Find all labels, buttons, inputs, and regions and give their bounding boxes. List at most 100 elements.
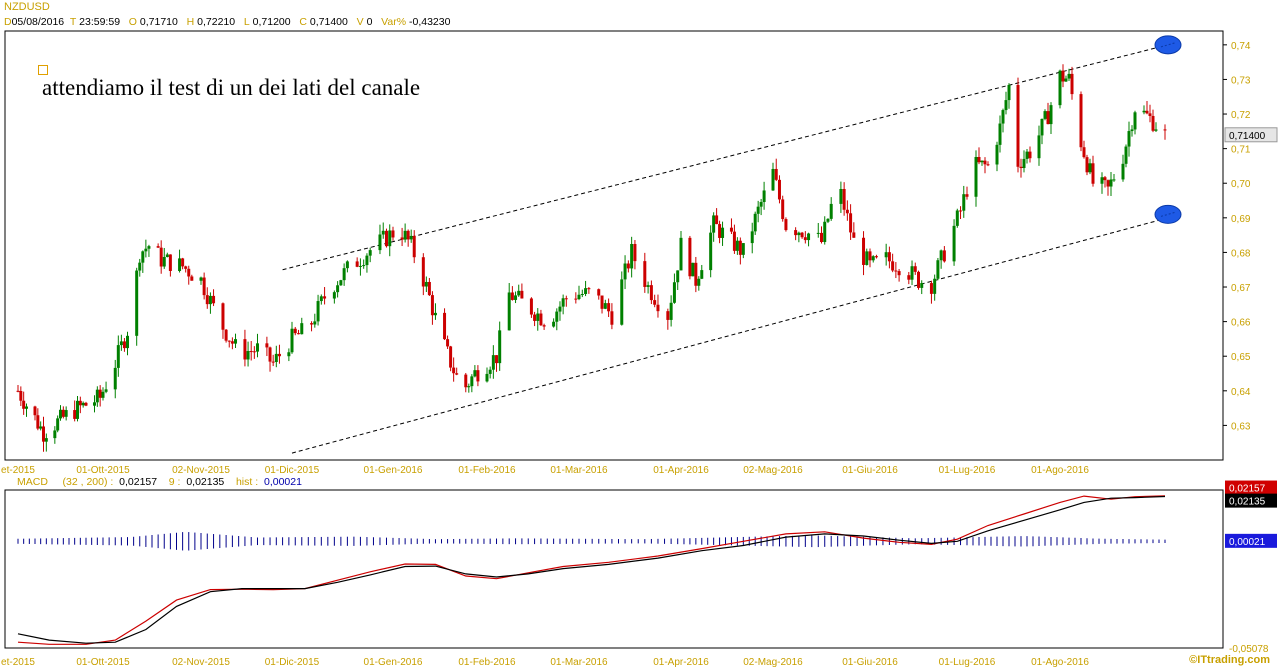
candle-down — [406, 230, 410, 240]
candle-up — [955, 210, 959, 226]
candle-down — [774, 168, 778, 180]
ohlc-key: C — [299, 16, 307, 28]
candle-down — [230, 341, 234, 344]
candle-up — [974, 156, 978, 197]
candle-up — [735, 240, 739, 251]
candle-down — [187, 268, 191, 277]
candle-up — [558, 306, 562, 312]
candle-up — [1127, 131, 1131, 147]
candle-down — [913, 266, 917, 272]
candle-up — [1040, 118, 1044, 136]
ohlc-value: 0,71400 — [309, 16, 348, 28]
y-tick-label: 0,65 — [1231, 352, 1251, 363]
candle-up — [980, 160, 984, 163]
macd-name: MACD — [17, 476, 48, 488]
candle-up — [865, 251, 869, 265]
ohlc-value: 23:59:59 — [79, 16, 121, 28]
candle-down — [510, 292, 514, 300]
ohlc-key: D — [4, 16, 12, 28]
candle-down — [464, 374, 468, 388]
candle-down — [221, 303, 225, 330]
candle-up — [1004, 100, 1008, 111]
macd-readout: MACD (32 , 200) : 0,02157 9 : 0,02135 hi… — [17, 476, 302, 488]
candle-down — [476, 370, 480, 382]
macd-line — [17, 495, 1166, 644]
candle-up — [488, 369, 492, 374]
price-plot-frame — [4, 30, 1224, 461]
candle-up — [1007, 84, 1011, 101]
candle-up — [104, 389, 108, 392]
candle-up — [147, 246, 151, 249]
candle-up — [388, 230, 392, 247]
candle-down — [1151, 115, 1155, 131]
candle-down — [205, 295, 209, 305]
candle-down — [959, 210, 963, 212]
chart-annotation[interactable]: attendiamo il test di un dei lati del ca… — [42, 75, 421, 100]
candle-down — [649, 285, 653, 301]
candle-down — [412, 235, 416, 258]
candle-down — [597, 289, 601, 296]
candle-down — [800, 232, 804, 238]
candle-up — [741, 243, 745, 255]
candle-down — [190, 276, 194, 281]
candle-down — [122, 341, 126, 349]
x-tick-label: 01-Dic-2015 — [265, 465, 320, 476]
candle-down — [1082, 147, 1086, 158]
candle-up — [424, 281, 428, 287]
candle-down — [849, 213, 853, 233]
candle-up — [1049, 105, 1053, 125]
candle-up — [1022, 158, 1026, 169]
candle-down — [400, 237, 404, 240]
x-tick-label: 01-Giu-2016 — [842, 657, 898, 668]
candle-up — [162, 256, 166, 267]
candle-down — [729, 227, 733, 232]
candle-up — [1124, 146, 1128, 164]
candle-up — [1067, 73, 1071, 79]
candle-down — [520, 290, 524, 299]
macd-plot-frame — [4, 489, 1224, 649]
x-tick-label: 01-Ago-2016 — [1031, 657, 1089, 668]
candle-up — [39, 426, 43, 429]
ohlc-value: 0 — [366, 16, 373, 28]
candle-up — [208, 295, 212, 305]
candle-up — [691, 262, 695, 277]
candle-down — [929, 283, 933, 294]
candle-up — [470, 376, 474, 387]
candle-down — [874, 256, 878, 258]
candle-down — [633, 243, 637, 262]
candle-up — [316, 301, 320, 322]
candle-up — [998, 123, 1002, 145]
candle-down — [384, 230, 388, 247]
candle-up — [1064, 78, 1068, 82]
candle-down — [942, 250, 946, 262]
candle-down — [718, 224, 722, 238]
candle-up — [1088, 163, 1092, 173]
x-tick-label: 01-Ago-2016 — [1031, 465, 1089, 476]
candle-down — [574, 298, 578, 300]
candle-down — [820, 232, 823, 243]
candle-up — [1100, 177, 1104, 184]
ohlc-key: H — [186, 16, 195, 28]
candle-up — [712, 215, 716, 233]
candle-up — [679, 237, 683, 271]
candle-up — [491, 355, 495, 370]
candle-down — [587, 288, 591, 290]
x-tick-label: 02-Nov-2015 — [172, 657, 230, 668]
candle-up — [141, 251, 145, 263]
candle-down — [539, 313, 543, 326]
candle-down — [449, 346, 453, 368]
candle-down — [533, 314, 537, 321]
candle-down — [455, 373, 459, 375]
candle-down — [983, 160, 987, 165]
candle-up — [762, 190, 766, 203]
candle-up — [93, 402, 96, 406]
annotation-marker-icon[interactable] — [38, 65, 48, 75]
candle-down — [917, 271, 920, 288]
candle-down — [965, 194, 969, 197]
x-tick-label: 01-Mar-2016 — [550, 465, 608, 476]
candle-up — [759, 202, 763, 207]
candle-up — [750, 231, 754, 244]
candle-up — [939, 250, 943, 261]
channel-target-marker — [1154, 204, 1182, 224]
